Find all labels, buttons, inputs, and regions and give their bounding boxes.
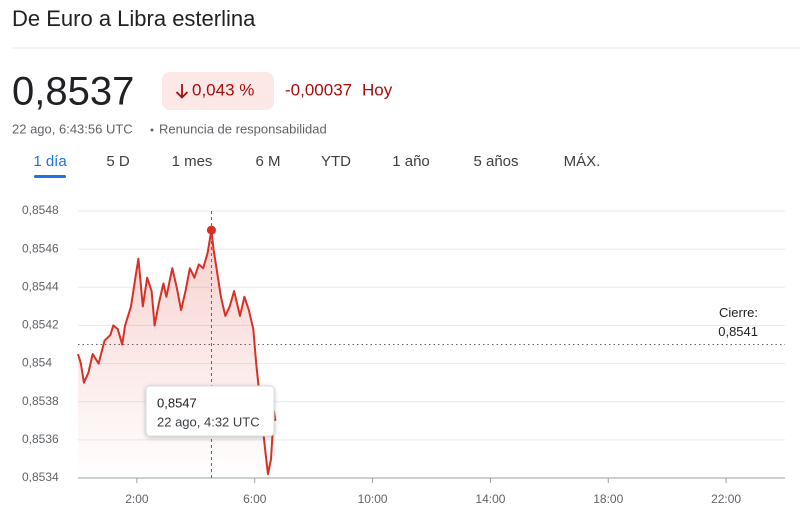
previous-close-value: 0,8541 <box>718 324 758 339</box>
y-tick-label: 0,8536 <box>22 432 59 446</box>
plot: 0,8534 0,8536 0,8538 0,854 0,8542 0,8544 0,854… <box>22 203 785 506</box>
disclaimer[interactable]: Renuncia de responsabilidad <box>159 121 327 136</box>
timestamp: 22 ago, 6:43:56 UTC <box>12 121 133 136</box>
period: Hoy <box>362 80 393 99</box>
y-tick-label: 0,8542 <box>22 318 59 332</box>
active-tab-indicator <box>34 175 66 178</box>
tab[interactable]: 1 año <box>392 153 430 170</box>
tab[interactable]: MÁX. <box>564 153 601 170</box>
x-tick-label: 6:00 <box>243 492 267 506</box>
price: 0,8537 <box>12 70 134 114</box>
y-tick-label: 0,8544 <box>22 279 59 293</box>
tab[interactable]: 1 mes <box>172 153 213 170</box>
tabs: 1 día 5 D 1 mes 6 M YTD 1 año 5 años MÁX. <box>33 153 600 178</box>
tab[interactable]: 5 D <box>106 153 130 170</box>
y-tick-label: 0,854 <box>22 356 52 370</box>
x-tick-label: 22:00 <box>711 492 741 506</box>
tooltip-value: 0,8547 <box>157 395 197 410</box>
title: De Euro a Libra esterlina <box>12 6 256 31</box>
tooltip-time: 22 ago, 4:32 UTC <box>157 414 260 429</box>
down-arrow <box>175 84 189 99</box>
tooltip-box <box>145 385 275 437</box>
y-tick-label: 0,8546 <box>22 241 59 255</box>
x-tick-label: 2:00 <box>125 492 149 506</box>
area <box>78 230 276 478</box>
tab[interactable]: YTD <box>321 153 351 170</box>
y-tick-label: 0,8548 <box>22 203 59 217</box>
y-tick-label: 0,8534 <box>22 470 59 484</box>
x-tick-label: 14:00 <box>475 492 505 506</box>
hover-point <box>206 225 216 235</box>
y-tick-label: 0,8538 <box>22 394 59 408</box>
tab[interactable]: 6 M <box>255 153 280 170</box>
change-abs: -0,00037 <box>285 80 352 99</box>
separator-dot <box>150 128 154 132</box>
tab[interactable]: 1 día <box>33 153 67 170</box>
price-line <box>77 229 277 476</box>
change-pct: 0,043 % <box>192 80 254 99</box>
change-badge <box>162 72 274 110</box>
x-tick-label: 18:00 <box>593 492 623 506</box>
tab[interactable]: 5 años <box>473 153 518 170</box>
x-tick-label: 10:00 <box>358 492 388 506</box>
previous-close-label: Cierre: <box>719 305 758 320</box>
